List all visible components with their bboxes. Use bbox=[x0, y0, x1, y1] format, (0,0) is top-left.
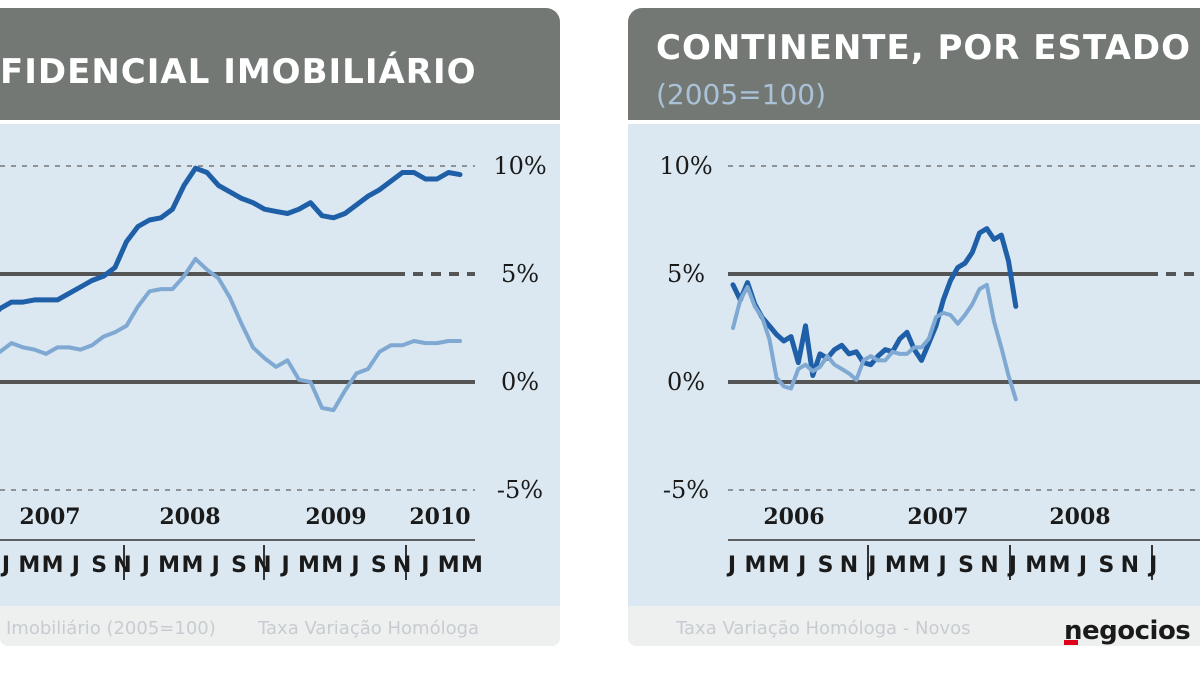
month-tick-label: M bbox=[321, 553, 343, 578]
year-label: 2007 bbox=[19, 504, 80, 530]
brand-accent-bar bbox=[1064, 640, 1078, 645]
month-tick-label: N bbox=[840, 553, 858, 578]
y-tick-label: 5% bbox=[667, 260, 705, 288]
month-tick-label: M bbox=[885, 553, 907, 578]
month-tick-label: M bbox=[18, 553, 40, 578]
chart-subtitle: (2005=100) bbox=[656, 78, 827, 111]
year-label: 2008 bbox=[159, 504, 220, 530]
y-tick-label: -5% bbox=[497, 476, 543, 504]
year-label: 2006 bbox=[763, 504, 824, 530]
y-tick-label: -5% bbox=[663, 476, 709, 504]
month-tick-label: S bbox=[231, 553, 247, 578]
chart-header: FIDENCIAL IMOBILIÁRIO bbox=[0, 8, 560, 120]
month-tick-label: S bbox=[818, 553, 834, 578]
month-tick-label: J bbox=[726, 553, 736, 578]
month-tick-label: J bbox=[0, 553, 10, 578]
chart-header: CONTINENTE, POR ESTADO DE (2005=100) bbox=[628, 8, 1200, 120]
y-tick-label: 0% bbox=[501, 368, 539, 396]
month-tick-label: S bbox=[958, 553, 974, 578]
month-tick-label: M bbox=[42, 553, 64, 578]
series-line bbox=[0, 165, 463, 313]
year-label: 2009 bbox=[305, 504, 366, 530]
legend-item: Taxa Variação Homóloga bbox=[258, 618, 480, 639]
month-tick-label: M bbox=[1049, 553, 1071, 578]
legend-item: Imobiliário (2005=100) bbox=[6, 618, 216, 639]
month-tick-label: S bbox=[371, 553, 387, 578]
month-tick-label: N bbox=[393, 553, 411, 578]
series-line bbox=[0, 256, 462, 413]
y-tick-label: 10% bbox=[659, 152, 712, 180]
year-label: 2008 bbox=[1049, 504, 1110, 530]
y-tick-label: 5% bbox=[501, 260, 539, 288]
month-tick-label: J bbox=[1147, 553, 1157, 578]
year-label: 2010 bbox=[409, 504, 470, 530]
y-tick-label: 0% bbox=[667, 368, 705, 396]
month-tick-label: J bbox=[1077, 553, 1087, 578]
month-tick-label: M bbox=[298, 553, 320, 578]
month-tick-label: M bbox=[158, 553, 180, 578]
month-tick-label: M bbox=[1025, 553, 1047, 578]
month-tick-label: N bbox=[980, 553, 998, 578]
month-tick-label: J bbox=[210, 553, 220, 578]
series-line bbox=[731, 282, 1018, 402]
month-tick-label: J bbox=[1007, 553, 1017, 578]
month-tick-label: N bbox=[113, 553, 131, 578]
brand-logo: negocios bbox=[1064, 616, 1191, 646]
legend: Imobiliário (2005=100) Taxa Variação Hom… bbox=[0, 606, 560, 646]
month-tick-label: J bbox=[419, 553, 429, 578]
month-tick-label: J bbox=[937, 553, 947, 578]
month-tick-label: M bbox=[768, 553, 790, 578]
legend: Taxa Variação Homóloga - Novos bbox=[628, 606, 1200, 646]
chart-title: CONTINENTE, POR ESTADO DE bbox=[656, 28, 1200, 68]
month-tick-label: M bbox=[438, 553, 460, 578]
legend-item: Taxa Variação Homóloga - Novos bbox=[676, 618, 971, 639]
month-tick-label: J bbox=[796, 553, 806, 578]
month-tick-label: S bbox=[91, 553, 107, 578]
month-tick-label: N bbox=[1121, 553, 1139, 578]
month-tick-label: J bbox=[349, 553, 359, 578]
month-tick-label: M bbox=[181, 553, 203, 578]
chart-title: FIDENCIAL IMOBILIÁRIO bbox=[0, 52, 477, 92]
month-tick-label: J bbox=[70, 553, 80, 578]
month-tick-label: M bbox=[461, 553, 483, 578]
month-tick-label: M bbox=[908, 553, 930, 578]
year-label: 2007 bbox=[907, 504, 968, 530]
chart-panel-right: CONTINENTE, POR ESTADO DE (2005=100) 10%… bbox=[628, 0, 1200, 646]
chart-panel-left: FIDENCIAL IMOBILIÁRIO 10% 5% 0% -5% 2007 2008… bbox=[0, 0, 560, 646]
month-tick-label: J bbox=[280, 553, 290, 578]
month-tick-label: N bbox=[253, 553, 271, 578]
month-tick-label: J bbox=[140, 553, 150, 578]
y-tick-label: 10% bbox=[493, 152, 546, 180]
month-tick-label: S bbox=[1098, 553, 1114, 578]
month-tick-label: J bbox=[866, 553, 876, 578]
plot-area bbox=[628, 124, 1200, 606]
month-tick-label: M bbox=[744, 553, 766, 578]
